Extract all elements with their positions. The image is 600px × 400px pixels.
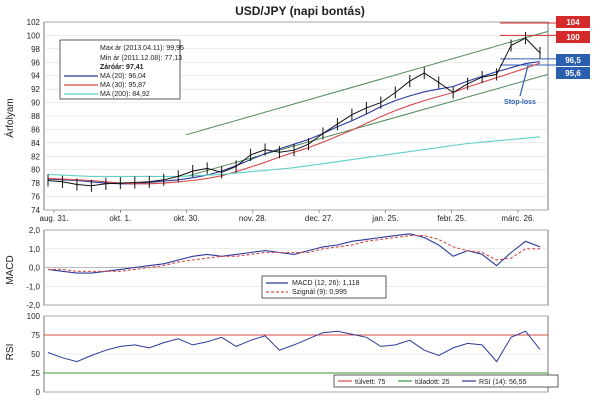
y-tick-label: 0 xyxy=(36,388,41,397)
info-legend-box: Max ár (2013.04.11): 99,95 Min ár (2011.… xyxy=(59,39,184,100)
y-tick-label: 88 xyxy=(31,112,40,121)
legend-ma20: MA (20): 96,04 xyxy=(100,73,146,80)
y-tick-label: 76 xyxy=(31,193,40,202)
legend-ma200: MA (200): 84,92 xyxy=(100,91,150,98)
ma-series-line xyxy=(47,136,541,177)
x-tick-label: okt. 1. xyxy=(109,214,131,223)
channel-lower-line xyxy=(185,73,549,177)
y-tick-label: 74 xyxy=(31,206,40,215)
x-tick-label: jan. 25. xyxy=(371,214,398,223)
x-tick-label: dec. 27. xyxy=(305,214,333,223)
macd-ylabel: MACD xyxy=(5,255,16,284)
price-ylabel: Árfolyam xyxy=(3,98,16,137)
rsi-ylabel: RSI xyxy=(5,344,16,361)
stop-loss-arrow xyxy=(519,65,529,97)
y-tick-label: 96 xyxy=(31,58,40,67)
y-tick-label: 100 xyxy=(27,312,41,321)
y-tick-label: 86 xyxy=(31,125,40,134)
level-labels: 104 100 96,5 95,6 Stop-loss xyxy=(504,16,590,106)
macd-series-line xyxy=(48,235,540,272)
level-965: 96,5 xyxy=(565,56,581,65)
y-tick-label: 50 xyxy=(31,350,40,359)
y-tick-label: -1,0 xyxy=(26,282,40,291)
level-100: 100 xyxy=(566,33,580,42)
y-tick-label: 100 xyxy=(27,31,41,40)
level-956: 95,6 xyxy=(565,69,581,78)
x-tick-label: nov. 28. xyxy=(239,214,267,223)
y-tick-label: 80 xyxy=(31,166,40,175)
y-tick-label: 2,0 xyxy=(29,226,41,235)
y-tick-label: -2,0 xyxy=(26,301,40,310)
channel-upper-line xyxy=(185,30,549,136)
price-line xyxy=(47,37,541,187)
legend-macd: MACD (12, 26): 1,118 xyxy=(292,280,360,287)
rsi-legend-box: túlvett: 75 túladott: 25 RSI (14): 56,55 xyxy=(333,374,559,388)
x-tick-label: okt. 30. xyxy=(173,214,199,223)
info-min: Min ár (2011.12.08): 77,13 xyxy=(100,55,182,62)
info-max: Max ár (2013.04.11): 99,95 xyxy=(100,45,184,52)
y-tick-label: 102 xyxy=(27,18,41,27)
y-tick-label: 98 xyxy=(31,45,40,54)
x-tick-label: márc. 26. xyxy=(501,214,534,223)
legend-rsi: RSI (14): 56,55 xyxy=(479,379,527,386)
y-tick-label: 78 xyxy=(31,179,40,188)
y-tick-label: 1,0 xyxy=(29,245,41,254)
legend-overbought: túlvett: 75 xyxy=(355,379,385,386)
y-tick-label: 82 xyxy=(31,152,40,161)
y-tick-label: 94 xyxy=(31,72,40,81)
y-tick-label: 25 xyxy=(31,369,40,378)
rsi-series-line xyxy=(47,330,541,363)
stop-loss-label: Stop-loss xyxy=(504,99,536,106)
chart-title: USD/JPY (napi bontás) xyxy=(235,4,365,18)
x-tick-label: aug. 31. xyxy=(40,214,69,223)
y-tick-label: 75 xyxy=(31,331,40,340)
macd-series-line xyxy=(47,233,541,274)
y-tick-label: 92 xyxy=(31,85,40,94)
legend-oversold: túladott: 25 xyxy=(415,379,450,386)
x-tick-label: febr. 25. xyxy=(437,214,466,223)
y-tick-label: 84 xyxy=(31,139,40,148)
legend-ma30: MA (30): 95,87 xyxy=(100,82,146,89)
y-tick-label: 0,0 xyxy=(29,264,41,273)
legend-signal: Szignál (9): 0,995 xyxy=(292,289,347,296)
level-104: 104 xyxy=(566,18,580,27)
info-close: Záróár: 97,41 xyxy=(100,64,144,71)
macd-legend-box: MACD (12, 26): 1,118 Szignál (9): 0,995 xyxy=(261,275,387,299)
y-tick-label: 90 xyxy=(31,99,40,108)
